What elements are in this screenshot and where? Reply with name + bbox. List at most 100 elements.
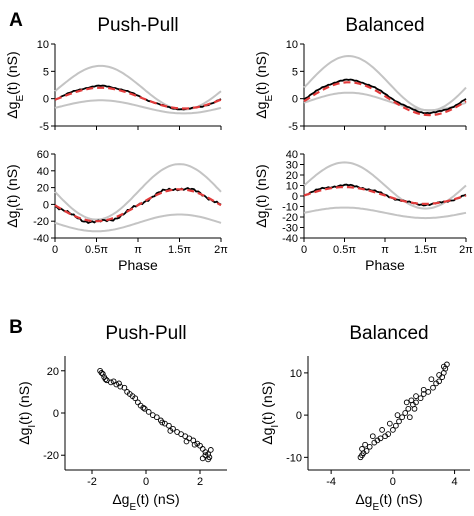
y-tick-label: 0 [43,199,49,211]
series-line-gray-1 [303,206,467,220]
scatter-point [396,418,402,425]
scatter-point [369,433,376,440]
scatter-point [377,435,384,442]
x-tick-label: 2π [459,244,473,256]
chart-title: Push-Pull [105,323,186,344]
x-tick-label: 0 [390,476,396,488]
series-line-red-dashed-3 [303,186,467,206]
series-line-gray-1 [54,99,222,115]
series-line-red-dashed-3 [54,86,222,110]
scatter-point [207,447,214,453]
scatter-point [403,399,410,406]
y-tick-label: -20 [43,450,59,462]
x-tick-label: 0 [52,244,58,256]
scatter-point [132,395,139,402]
x-tick-label: -4 [326,476,336,488]
y-axis-label: ΔgE(t) (nS) [4,51,26,118]
y-axis-label: ΔgI(t) (nS) [4,164,26,227]
chart-b_balanced: Balanced -10 0 10 -4 0 4 ΔgI(t) (nS) ΔgE(t) (nS) [259,323,470,513]
scatter-point [166,422,172,429]
scatter-point [379,427,385,433]
y-tick-label: 10 [37,39,49,51]
chart-title: Push-Pull [97,15,178,36]
panel-letter-a: A [9,10,23,31]
scatter-point [363,448,370,454]
scatter-point [436,372,442,378]
x-tick-label: π [134,244,142,256]
y-tick-label: 60 [37,149,49,161]
y-tick-label: 0 [292,191,298,203]
y-axis-label: ΔgI(t) (nS) [16,381,38,444]
scatter-point [430,384,436,391]
scatter-point [408,397,415,404]
series-line-gray-1 [303,91,467,112]
series-line-red-dashed-3 [303,81,467,117]
x-tick-label: 0.5π [85,244,108,256]
scatter-point [425,389,432,395]
x-tick-label: 0.5π [333,244,356,256]
scatter-point [183,438,190,445]
scatter-point [117,383,124,390]
y-axis-label: ΔgI(t) (nS) [253,164,275,227]
scatter-point [413,393,419,399]
y-tick-label: 0 [296,410,302,422]
y-tick-label: -40 [33,233,49,245]
series-line-gray-1 [54,213,222,233]
scatter-point [428,376,435,383]
scatter-point [385,431,392,437]
series-line-black-2 [303,78,467,115]
series-line-gray-0 [303,54,467,112]
y-tick-label: 0 [53,408,59,420]
y-tick-label: 10 [286,181,298,193]
y-tick-label: 0 [43,94,49,106]
scatter-point [394,412,401,418]
scatter-point [420,391,427,397]
y-tick-label: 0 [292,94,298,106]
y-tick-label: -30 [282,223,298,235]
scatter-point [386,420,393,427]
x-tick-label: 0 [301,244,307,256]
scatter-point [140,404,147,411]
x-tick-label: 1.5π [168,244,191,256]
x-axis-label: Phase [118,257,158,273]
scatter-point [191,441,198,448]
x-tick-label: 2π [214,244,228,256]
scatter-point [366,443,373,450]
scatter-point [393,422,399,429]
y-tick-label: 30 [286,160,298,172]
x-axis-label: Phase [365,257,405,273]
scatter-point [413,399,419,406]
y-tick-label: 40 [286,149,298,161]
y-tick-label: -5 [288,121,298,133]
scatter-point [108,379,114,386]
scatter-point [420,386,427,393]
scatter-point [167,428,174,434]
series-line-red-dashed-3 [54,188,222,223]
chart-title: Balanced [345,15,424,36]
y-tick-label: -5 [39,121,49,133]
scatter-point [359,446,365,452]
y-tick-label: -10 [282,202,298,214]
scatter-point [411,405,418,412]
scatter-point [110,378,117,385]
scatter-point [145,409,152,415]
scatter-point [141,405,148,412]
y-tick-label: 40 [37,166,49,178]
x-tick-label: π [381,244,389,256]
y-axis-label: ΔgI(t) (nS) [259,381,281,444]
y-tick-label: -20 [33,216,49,228]
series-line-gray-0 [303,161,467,210]
chart-a_pushpull_ge: Push-Pull -5 0 5 10 ΔgE(t) (nS) [4,15,222,133]
x-tick-label: 2 [197,476,203,488]
scatter-point [440,363,447,370]
scatter-point [399,414,405,421]
series-line-gray-0 [54,163,222,221]
x-axis-label: ΔgE(t) (nS) [355,491,422,513]
chart-title: Balanced [349,323,428,344]
scatter-point [436,378,442,385]
scatter-point [99,371,106,377]
scatter-point [98,370,105,376]
